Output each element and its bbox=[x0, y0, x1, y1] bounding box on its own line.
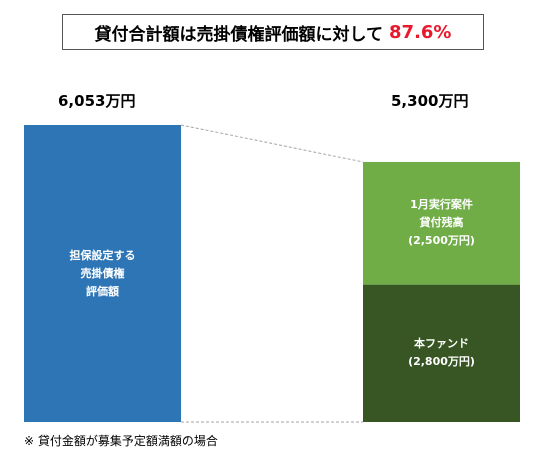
connector-line-top bbox=[180, 124, 364, 163]
headline-percentage: 87.6% bbox=[389, 21, 452, 43]
headline-box: 貸付合計額は売掛債権評価額に対して 87.6% bbox=[62, 14, 484, 50]
bar-segment-0-0 bbox=[24, 125, 181, 422]
bar-label-line: 売掛債権 bbox=[80, 266, 125, 280]
total-label-right: 5,300万円 bbox=[391, 92, 469, 110]
footnote: ※ 貸付金額が募集予定額満額の場合 bbox=[24, 434, 218, 448]
total-label-left: 6,053万円 bbox=[58, 92, 136, 110]
bar-label-line: 本ファンド bbox=[414, 337, 469, 351]
bar-label-line: (2,800万円) bbox=[408, 355, 475, 369]
bar-segment-label-1-1: 1月実行案件 貸付残高 (2,500万円) bbox=[363, 196, 520, 250]
bar-label-line: 担保設定する bbox=[69, 248, 136, 262]
bar-segment-label-1-0: 本ファンド (2,800万円) bbox=[363, 335, 520, 371]
bar-label-line: 貸付残高 bbox=[419, 216, 464, 230]
bar-label-line: (2,500万円) bbox=[408, 234, 475, 248]
bar-segment-1-1 bbox=[363, 161, 520, 285]
bar-segment-1-0 bbox=[363, 284, 520, 422]
bar-label-line: 評価額 bbox=[86, 284, 119, 298]
headline-text: 貸付合計額は売掛債権評価額に対して bbox=[94, 24, 384, 45]
bar-label-line: 1月実行案件 bbox=[410, 198, 473, 212]
bar-segment-label-0-0: 担保設定する 売掛債権評価額 bbox=[24, 247, 181, 301]
